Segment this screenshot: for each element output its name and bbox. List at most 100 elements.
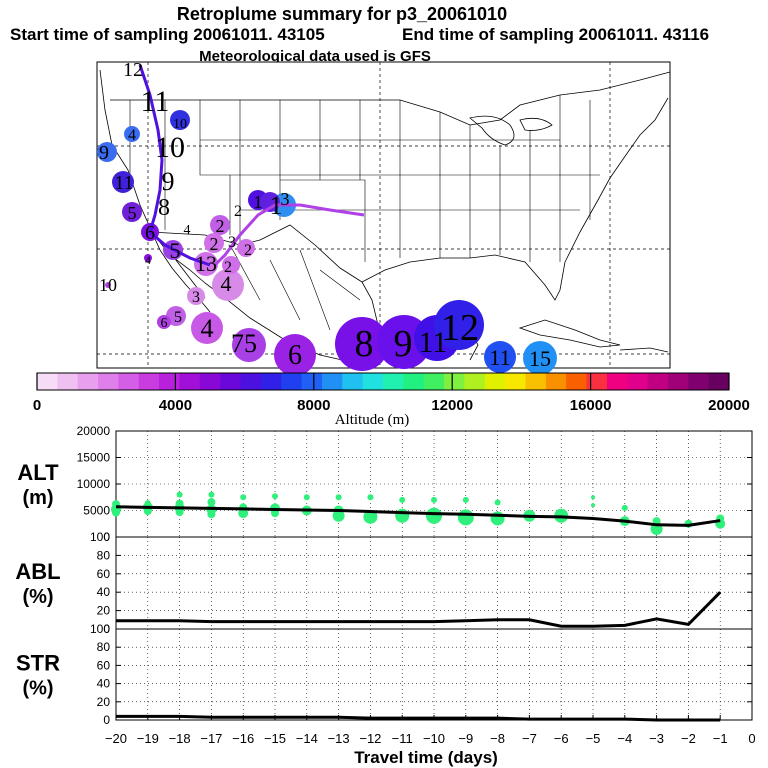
colorbar-tick-labels: 0 4000 8000 12000 16000 20000 <box>33 373 750 414</box>
y-tick-label: 20 <box>97 604 111 618</box>
colorbar-swatch <box>688 373 710 390</box>
x-tick-label: −8 <box>490 731 505 746</box>
y-tick-label: 20000 <box>77 424 111 438</box>
panel-title: STR <box>16 651 60 676</box>
plume-marker <box>204 233 224 253</box>
plume-marker <box>212 269 244 301</box>
x-tick-label: −4 <box>617 731 632 746</box>
altitude-point <box>332 509 345 522</box>
altitude-point <box>208 491 215 498</box>
colorbar-swatch <box>77 373 99 390</box>
svg-text:9: 9 <box>394 323 413 365</box>
y-tick-label: 100 <box>90 530 110 544</box>
plume-marker <box>157 315 171 329</box>
plume-marker <box>170 110 190 130</box>
altitude-point <box>591 495 595 500</box>
x-tick-label: −14 <box>296 731 318 746</box>
svg-text:1: 1 <box>270 191 283 220</box>
plume-marker <box>484 341 516 373</box>
y-tick-label: 20 <box>97 695 111 709</box>
colorbar-swatch <box>545 373 567 390</box>
y-tick-label: 100 <box>90 622 110 636</box>
svg-text:6: 6 <box>161 316 168 331</box>
plume-marker <box>434 300 484 350</box>
colorbar-swatch <box>566 373 588 390</box>
panel-unit: (%) <box>22 586 53 608</box>
x-axis-label: Travel time (days) <box>354 748 498 767</box>
svg-text:10: 10 <box>173 117 187 132</box>
colorbar-swatch <box>627 373 649 390</box>
x-tick-label: −11 <box>392 731 413 746</box>
colorbar-swatch <box>586 373 608 390</box>
plume-marker <box>210 215 230 235</box>
svg-text:12: 12 <box>441 307 479 349</box>
plume-day-labels: 12 11 10 10 9 4 9 11 8 5 6 4 5 4 13 2 4 … <box>99 59 551 371</box>
x-tick-label: −16 <box>232 731 254 746</box>
colorbar-swatch <box>220 373 242 390</box>
colorbar-swatch <box>281 373 303 390</box>
altitude-point <box>621 504 628 511</box>
canada-border <box>110 71 671 126</box>
colorbar-swatch <box>708 373 730 390</box>
plume-marker <box>122 202 142 222</box>
svg-text:2: 2 <box>224 259 232 276</box>
x-tick-label: −18 <box>169 731 191 746</box>
svg-text:5: 5 <box>170 238 181 263</box>
svg-text:75: 75 <box>231 329 257 358</box>
plume-marker <box>144 254 152 262</box>
altitude-point <box>494 499 501 506</box>
altitude-point <box>272 493 278 500</box>
colorbar-swatch <box>525 373 547 390</box>
y-tick-label: 5000 <box>83 504 110 518</box>
great-lakes <box>469 115 553 146</box>
time-series-panels: 05000100001500020000ALT(m)020406080100AB… <box>15 424 755 767</box>
cuba <box>518 319 621 348</box>
hispaniola <box>619 347 669 353</box>
colorbar-tick: 8000 <box>297 397 330 414</box>
altitude-point <box>490 511 505 526</box>
y-tick-label: 80 <box>97 548 111 562</box>
colorbar-swatch <box>444 373 465 390</box>
svg-text:4: 4 <box>128 127 136 144</box>
altitude-point <box>207 510 216 519</box>
svg-text:2: 2 <box>216 216 225 236</box>
svg-text:11: 11 <box>489 345 510 370</box>
colorbar-swatch <box>342 373 364 390</box>
y-tick-label: 60 <box>97 658 111 672</box>
plume-marker <box>112 171 134 193</box>
svg-text:10: 10 <box>99 275 117 295</box>
y-tick-label: 10000 <box>77 477 111 491</box>
panel-title: ABL <box>15 559 60 584</box>
panel-abl: 0 20 40 60 80 100 ABL(%) <box>15 530 753 636</box>
x-tick-label: −13 <box>328 731 350 746</box>
altitude-point <box>591 503 595 508</box>
svg-text:4: 4 <box>201 314 214 343</box>
svg-text:9: 9 <box>99 142 109 164</box>
series-line-str <box>116 714 721 722</box>
altitude-point <box>363 509 378 524</box>
svg-text:13: 13 <box>195 251 217 276</box>
altitude-point <box>431 496 437 503</box>
altitude-point <box>238 508 249 519</box>
plume-markers <box>97 110 557 376</box>
colorbar-swatch <box>240 373 262 390</box>
altitude-point <box>112 508 120 517</box>
plume-marker <box>222 256 240 274</box>
colorbar-swatch <box>383 373 404 390</box>
colorbar-swatch <box>301 373 323 390</box>
colorbar-swatch <box>260 373 282 390</box>
altitude-point <box>143 507 152 516</box>
plume-marker <box>105 282 111 288</box>
altitude-point <box>367 494 374 501</box>
svg-text:2: 2 <box>234 203 242 220</box>
plume-marker <box>274 334 316 376</box>
altitude-point <box>207 498 216 507</box>
plume-marker <box>232 328 266 362</box>
x-tick-label: −3 <box>649 731 664 746</box>
trajectory-line-main <box>138 64 211 267</box>
colorbar-swatch <box>199 373 221 390</box>
altitude-point <box>175 508 184 517</box>
x-tick-label: −6 <box>554 731 569 746</box>
